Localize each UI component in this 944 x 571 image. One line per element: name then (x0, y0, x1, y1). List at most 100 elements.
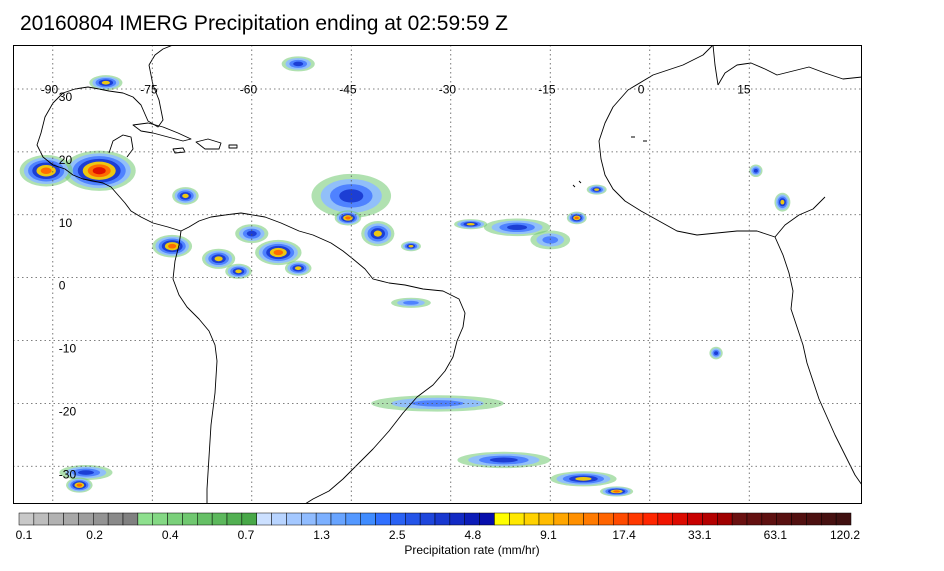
colorbar-swatch (137, 512, 153, 526)
colorbar-swatch (494, 512, 510, 526)
precipitation-cell (566, 211, 587, 225)
colorbar-swatch (360, 512, 376, 526)
precipitation-cell (255, 239, 302, 266)
colorbar-swatch (538, 512, 555, 526)
latitude-tick-label: -30 (59, 467, 77, 481)
colorbar-swatch (642, 512, 659, 526)
hispaniola (195, 138, 222, 150)
map-tick-labels: -90 -75 -60 -45 -30 -15 0 15 30 20 10 0 -10 -20 -30 (41, 83, 751, 482)
precipitation-cell (281, 56, 315, 72)
precipitation-map: -90 -75 -60 -45 -30 -15 0 15 30 20 10 0 -10 -20 -30 (13, 45, 862, 504)
colorbar-swatch (152, 512, 168, 526)
cuba (132, 122, 192, 142)
precipitation-cell (225, 263, 252, 279)
precipitation-cell (774, 192, 791, 212)
latitude-tick-label: 30 (59, 90, 73, 104)
colorbar-swatch (479, 512, 495, 526)
colorbar-swatch (717, 512, 733, 526)
precipitation-cell (600, 486, 634, 497)
colorbar-swatch (434, 512, 451, 526)
colorbar-swatches (18, 512, 852, 526)
canary-islands (631, 136, 647, 142)
precipitation-cell (334, 210, 362, 226)
colorbar-swatch (345, 512, 361, 526)
colorbar-swatch (835, 512, 852, 526)
colorbar-title: Precipitation rate (mm/hr) (404, 543, 540, 557)
precipitation-cell (152, 234, 193, 258)
colorbar-swatch (583, 512, 599, 526)
colorbar-swatch (182, 512, 198, 526)
colorbar-swatch (613, 512, 629, 526)
colorbar-swatch (627, 512, 644, 526)
colorbar-tick-label: 0.1 (15, 528, 33, 542)
colorbar-swatch (211, 512, 228, 526)
precipitation-cell (172, 187, 199, 205)
colorbar-swatch (821, 512, 837, 526)
precipitation-cell (311, 173, 392, 218)
iberia-coast (717, 62, 862, 86)
precipitation-cell (457, 451, 551, 469)
latitude-tick-label: 20 (59, 153, 73, 167)
map-title: 20160804 IMERG Precipitation ending at 0… (20, 12, 508, 35)
colorbar-swatch (657, 512, 673, 526)
precipitation-cell (454, 219, 488, 230)
yucatan-coast (108, 134, 134, 158)
colorbar-swatch (672, 512, 688, 526)
precipitation-cell (89, 75, 123, 91)
colorbar-swatch (93, 512, 109, 526)
precipitation-cell (709, 346, 723, 360)
precipitation-cell (550, 471, 617, 487)
puerto-rico (228, 144, 238, 149)
precipitation-layer (19, 56, 791, 497)
longitude-tick-label: 0 (638, 83, 645, 97)
colorbar-tick-label: 0.7 (237, 528, 255, 542)
colorbar-swatch (286, 512, 302, 526)
precipitation-cell (202, 248, 236, 269)
colorbar-swatch (122, 512, 139, 526)
africa-coast (598, 45, 862, 486)
colorbar-swatch (761, 512, 777, 526)
colorbar-swatch (806, 512, 822, 526)
longitude-tick-label: -30 (439, 83, 457, 97)
colorbar-swatch (687, 512, 703, 526)
colorbar-swatch (731, 512, 748, 526)
precipitation-cell (483, 218, 551, 237)
colorbar-swatch (449, 512, 465, 526)
longitude-tick-label: -45 (339, 83, 357, 97)
colorbar-tick-label: 63.1 (763, 528, 788, 542)
colorbar-swatch (746, 512, 763, 526)
colorbar-swatch (226, 512, 243, 526)
colorbar-tick-label: 2.5 (388, 528, 406, 542)
colorbar-swatch (107, 512, 124, 526)
colorbar-swatch (464, 512, 480, 526)
precipitation-cell (391, 297, 431, 308)
latitude-tick-label: 10 (59, 216, 73, 230)
colorbar-swatch (48, 512, 64, 526)
colorbar-swatch (301, 512, 317, 526)
map-frame (13, 45, 862, 504)
colorbar-swatch (523, 512, 540, 526)
south-america-coast (180, 212, 466, 504)
longitude-tick-label: -15 (538, 83, 556, 97)
colorbar-swatch (256, 512, 272, 526)
colorbar-tick-label: 0.4 (161, 528, 179, 542)
latitude-tick-label: 0 (59, 279, 66, 293)
colorbar-tick-label: 4.8 (464, 528, 482, 542)
colorbar-swatch (167, 512, 183, 526)
colorbar-tick-label: 33.1 (688, 528, 712, 542)
longitude-tick-label: -60 (240, 83, 258, 97)
colorbar-swatch (241, 512, 257, 526)
longitude-tick-label: -90 (41, 83, 59, 97)
gulf-of-guinea-east (774, 196, 826, 238)
colorbar-swatch (330, 512, 347, 526)
colorbar-swatch (63, 512, 79, 526)
colorbar-tick-label: 120.2 (829, 528, 861, 542)
precipitation-cell (401, 241, 421, 252)
graticule (13, 45, 862, 504)
precipitation-cell (62, 150, 136, 191)
colorbar-swatch (598, 512, 614, 526)
colorbar-swatch (419, 512, 436, 526)
colorbar-swatch (78, 512, 94, 526)
coastlines (36, 45, 862, 504)
colorbar-swatch (405, 512, 421, 526)
